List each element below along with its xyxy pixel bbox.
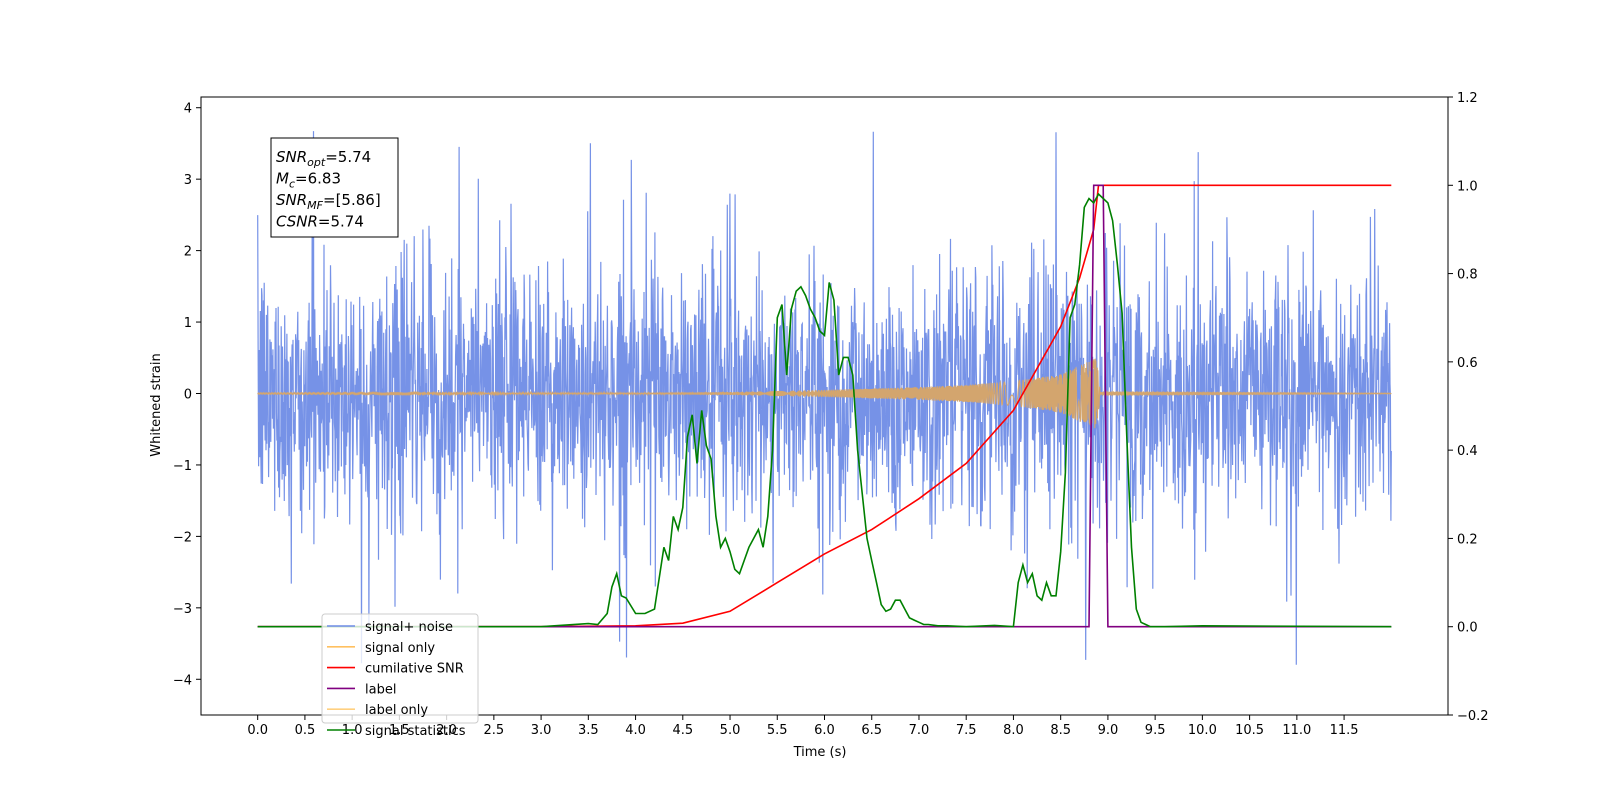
y-tick-label: −1 — [173, 459, 192, 474]
x-tick-label: 4.0 — [625, 723, 646, 738]
annotation-frame — [270, 137, 399, 238]
x-tick-label: 2.5 — [484, 723, 505, 738]
x-tick-label: 3.0 — [531, 723, 552, 738]
x-tick-label: 10.5 — [1235, 723, 1264, 738]
legend-entry: label — [365, 682, 396, 697]
x-tick-label: 5.5 — [767, 723, 788, 738]
y2-tick-label: −0.2 — [1457, 709, 1489, 724]
x-tick-label: 6.0 — [814, 723, 835, 738]
x-tick-label: 7.5 — [956, 723, 977, 738]
y2-tick-label: 0.2 — [1457, 532, 1478, 547]
annotation-symbol: M — [276, 170, 289, 188]
legend: signal+ noise signal only cumilative SNR la… — [321, 613, 479, 739]
y-tick-label: 3 — [184, 173, 192, 188]
axes: 0.0 0.5 1.0 1.5 2.0 2.5 3.0 3.5 4.0 4.5 5.0 5.5 6.0 6… — [173, 91, 1489, 738]
y-tick-label: −4 — [173, 673, 192, 688]
y-tick-label: 0 — [184, 387, 192, 402]
x-tick-label: 0.5 — [295, 723, 316, 738]
series-signal-only-line — [257, 358, 1392, 429]
x-tick-label: 1.5 — [389, 723, 410, 738]
y-tick-label: 4 — [184, 102, 192, 117]
annotation-value: =[5.86] — [323, 191, 381, 209]
x-tick-label: 0.0 — [247, 723, 268, 738]
x-tick-label: 4.5 — [672, 723, 693, 738]
annotation-line: SNRMF=[5.86] — [276, 191, 381, 212]
x-axis-label: Time (s) — [793, 745, 847, 760]
annotation-line: SNRopt=5.74 — [276, 148, 371, 169]
series-signal-noise-line — [257, 131, 1392, 665]
y2-tick-label: 0.6 — [1457, 356, 1478, 371]
y2-tick-label: 0.8 — [1457, 268, 1478, 283]
legend-entry: cumilative SNR — [365, 662, 464, 677]
x-tick-label: 6.5 — [861, 723, 882, 738]
x-tick-label: 11.5 — [1330, 723, 1359, 738]
x-tick-label: 8.5 — [1050, 723, 1071, 738]
legend-frame — [321, 613, 479, 724]
plot-area — [257, 131, 1392, 665]
x-tick-label: 3.5 — [578, 723, 599, 738]
annotation-value: =5.74 — [318, 213, 364, 231]
annotation-line: CSNR=5.74 — [276, 213, 364, 231]
y-tick-label: −2 — [173, 530, 192, 545]
annotation-subscript: MF — [307, 199, 323, 212]
y2-tick-label: 0.0 — [1457, 621, 1478, 636]
y-tick-label: 2 — [184, 245, 192, 260]
y2-tick-label: 1.0 — [1457, 179, 1478, 194]
y2-tick-label: 1.2 — [1457, 91, 1478, 106]
y2-tick-label: 0.4 — [1457, 444, 1478, 459]
y-tick-label: 1 — [184, 316, 192, 331]
annotation-symbol: SNR — [276, 148, 307, 166]
x-tick-label: 8.0 — [1003, 723, 1024, 738]
x-tick-label: 10.0 — [1188, 723, 1217, 738]
y-axis-label: Whitened strain — [149, 353, 164, 456]
series-cumulative-snr-line — [257, 184, 1392, 628]
legend-entry: label only — [365, 703, 428, 718]
annotation-symbol: CSNR — [276, 213, 318, 231]
y-tick-label: −3 — [173, 602, 192, 617]
annotation-subscript: c — [289, 178, 295, 191]
legend-entry: signal+ noise — [365, 620, 453, 635]
x-tick-label: 9.0 — [1098, 723, 1119, 738]
x-tick-label: 11.0 — [1282, 723, 1311, 738]
legend-entry: signal statistics — [365, 724, 466, 739]
annotation-subscript: opt — [307, 156, 326, 169]
series-signal-statistics-line — [257, 192, 1392, 628]
x-tick-label: 5.0 — [720, 723, 741, 738]
x-tick-label: 9.5 — [1145, 723, 1166, 738]
annotation-value: =5.74 — [325, 148, 371, 166]
x-tick-label: 7.0 — [909, 723, 930, 738]
x-tick-label: 2.0 — [436, 723, 457, 738]
annotation-symbol: SNR — [276, 191, 307, 209]
legend-entry: signal only — [365, 641, 435, 656]
annotation-line: Mc=6.83 — [276, 170, 341, 191]
annotation-value: =6.83 — [295, 170, 341, 188]
